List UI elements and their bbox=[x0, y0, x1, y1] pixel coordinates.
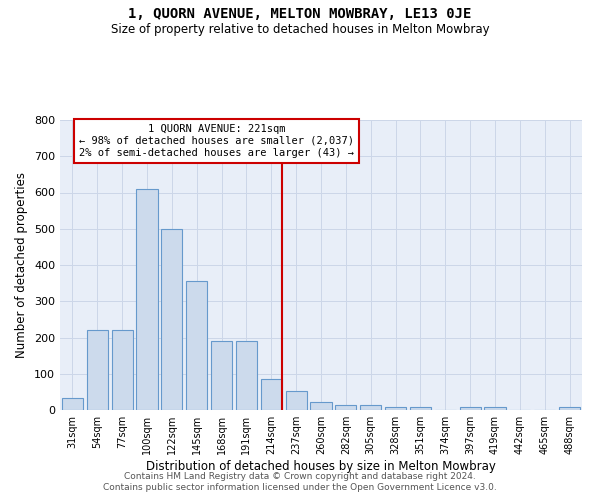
Text: 1, QUORN AVENUE, MELTON MOWBRAY, LE13 0JE: 1, QUORN AVENUE, MELTON MOWBRAY, LE13 0J… bbox=[128, 8, 472, 22]
Text: Contains HM Land Registry data © Crown copyright and database right 2024.: Contains HM Land Registry data © Crown c… bbox=[124, 472, 476, 481]
Text: Contains public sector information licensed under the Open Government Licence v3: Contains public sector information licen… bbox=[103, 484, 497, 492]
Bar bbox=[236, 341, 257, 410]
Bar bbox=[261, 379, 282, 410]
Bar bbox=[410, 408, 431, 410]
Bar bbox=[460, 407, 481, 410]
Bar bbox=[112, 330, 133, 410]
Text: 1 QUORN AVENUE: 221sqm
← 98% of detached houses are smaller (2,037)
2% of semi-d: 1 QUORN AVENUE: 221sqm ← 98% of detached… bbox=[79, 124, 354, 158]
Bar bbox=[360, 406, 381, 410]
Bar bbox=[62, 398, 83, 410]
Bar bbox=[484, 407, 506, 410]
Text: Size of property relative to detached houses in Melton Mowbray: Size of property relative to detached ho… bbox=[110, 22, 490, 36]
X-axis label: Distribution of detached houses by size in Melton Mowbray: Distribution of detached houses by size … bbox=[146, 460, 496, 473]
Bar bbox=[559, 407, 580, 410]
Bar bbox=[211, 341, 232, 410]
Bar bbox=[136, 189, 158, 410]
Bar bbox=[310, 402, 332, 410]
Y-axis label: Number of detached properties: Number of detached properties bbox=[16, 172, 28, 358]
Bar bbox=[335, 406, 356, 410]
Bar bbox=[286, 391, 307, 410]
Bar bbox=[186, 280, 207, 410]
Bar bbox=[87, 330, 108, 410]
Bar bbox=[385, 408, 406, 410]
Bar bbox=[161, 229, 182, 410]
